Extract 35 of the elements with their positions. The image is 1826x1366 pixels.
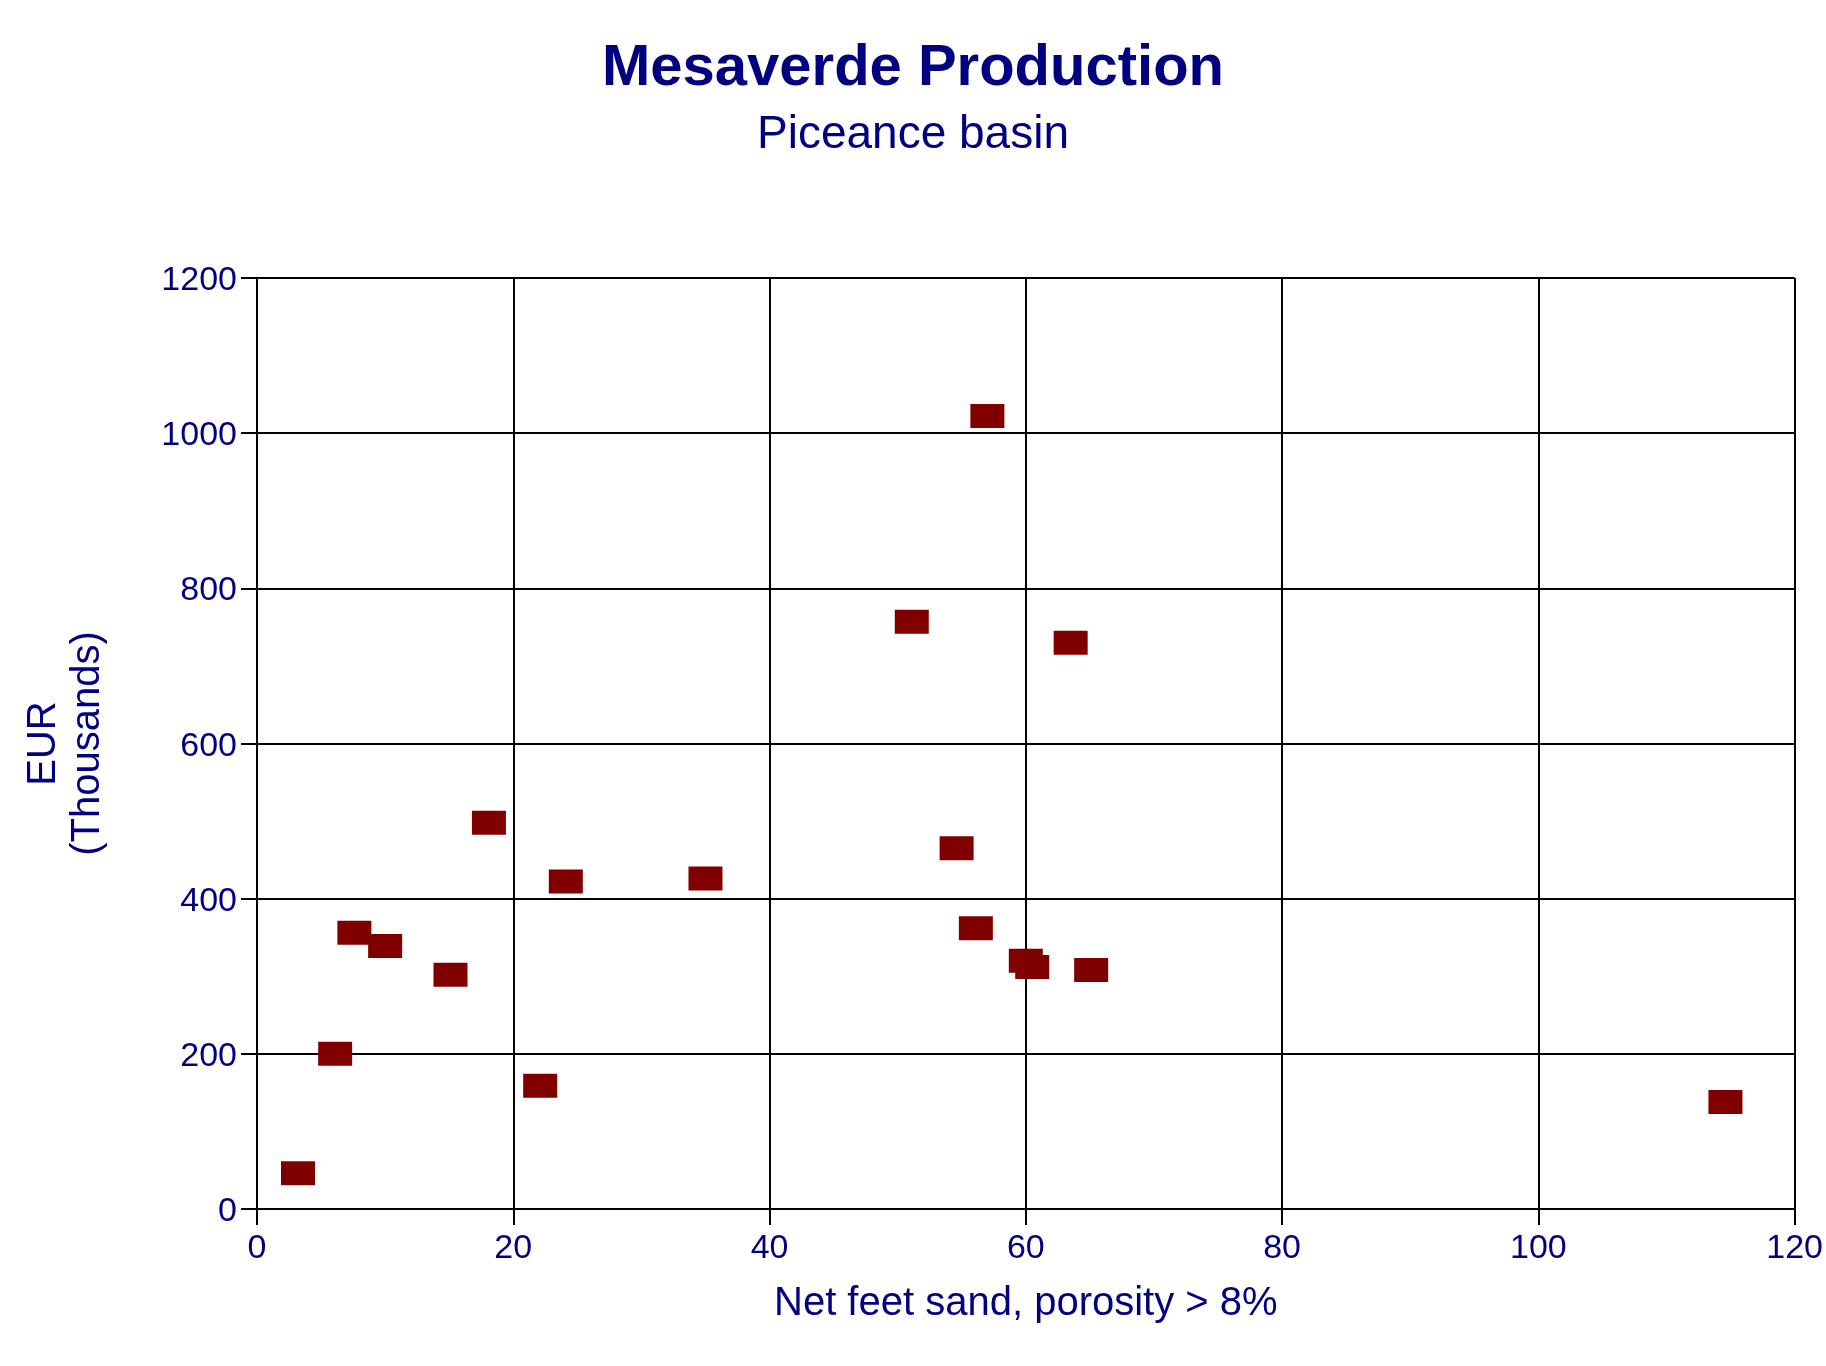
point <box>471 810 506 835</box>
x-tick-label: 80 <box>1263 1227 1301 1265</box>
chart-subtitle: Piceance basin <box>757 106 1069 158</box>
y-tick-label: 0 <box>218 1190 237 1228</box>
chart-title: Mesaverde Production <box>601 31 1225 97</box>
y-tick-label: 400 <box>180 879 237 918</box>
point <box>1053 630 1088 655</box>
y-tick-label: 1000 <box>161 414 237 453</box>
point <box>318 1041 353 1066</box>
x-tick-label: 40 <box>750 1227 789 1265</box>
point <box>548 869 583 894</box>
y-axis-title: EUR (Thousands) <box>19 631 107 856</box>
y-tick-label: 200 <box>180 1034 237 1073</box>
point <box>970 404 1005 429</box>
y-tick-label: 1200 <box>161 259 237 297</box>
point <box>433 962 468 987</box>
x-axis-title: Net feet sand, porosity > 8% <box>774 1279 1278 1323</box>
y-tick-label: 800 <box>180 569 237 608</box>
point <box>939 836 974 861</box>
x-tick-label: 60 <box>1006 1227 1045 1265</box>
point <box>337 920 372 945</box>
x-tick-label: 120 <box>1766 1227 1823 1265</box>
point <box>894 609 929 634</box>
point <box>523 1073 558 1098</box>
x-tick-label: 100 <box>1510 1227 1567 1265</box>
point <box>1015 954 1050 979</box>
point <box>1708 1089 1743 1114</box>
point <box>1074 958 1109 983</box>
x-tick-label: 0 <box>247 1227 267 1265</box>
point <box>281 1161 315 1186</box>
point <box>958 916 993 941</box>
point <box>688 866 723 891</box>
point <box>368 933 403 958</box>
y-tick-label: 600 <box>180 724 237 763</box>
x-tick-label: 20 <box>494 1227 533 1265</box>
